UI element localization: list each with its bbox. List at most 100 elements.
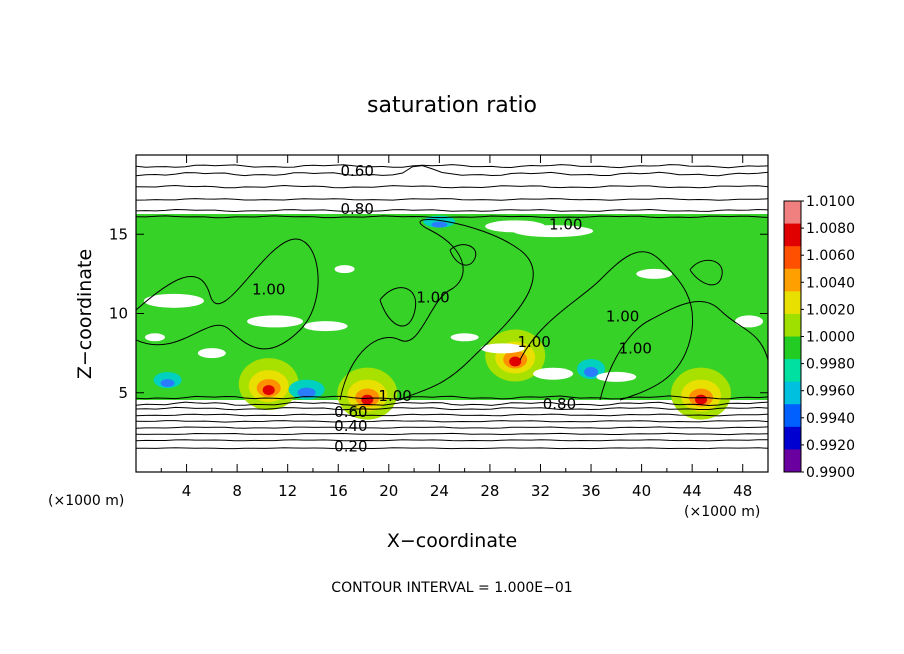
- contour-line: [136, 395, 768, 400]
- colorbar-label: 1.0080: [806, 221, 855, 237]
- contour-line: [136, 439, 768, 442]
- unsaturated-region: [636, 268, 673, 279]
- cool-patch: [160, 379, 175, 388]
- x-tick-label: 28: [480, 482, 499, 500]
- x-tick-label: 44: [683, 482, 702, 500]
- contour-line: [599, 300, 768, 401]
- unsaturated-region: [513, 225, 594, 238]
- colorbar-label: 0.9920: [806, 438, 855, 454]
- contour-line: [379, 287, 417, 327]
- colorbar-label: 0.9980: [806, 357, 855, 373]
- contour-line: [136, 406, 768, 411]
- contour-line: [449, 244, 477, 266]
- unsaturated-region: [596, 371, 637, 382]
- contour-label: 1.00: [252, 281, 285, 299]
- chart-title: saturation ratio: [367, 93, 537, 118]
- colorbar-swatch: [784, 201, 801, 225]
- unsaturated-region: [480, 343, 525, 354]
- contour-labels: 0.60 0.80 1.00 1.00 1.00 1.00 1.00 1.00 1.00 0.80…: [252, 162, 652, 456]
- colorbar-label: 0.9960: [806, 384, 855, 400]
- cool-patch: [297, 387, 316, 398]
- contour-line: [136, 413, 768, 417]
- colorbar: 1.0100 1.0080 1.0060 1.0040 1.0020 1.0000 0.99…: [783, 194, 855, 481]
- contour-line: [136, 401, 768, 407]
- unsaturated-region: [533, 367, 574, 380]
- colorbar-label: 1.0000: [806, 330, 855, 346]
- warm-patch: [695, 394, 708, 405]
- contour-line: [136, 164, 768, 169]
- colorbar-label: 0.9940: [806, 411, 855, 427]
- y-tick-label: 10: [109, 305, 128, 323]
- contour-line: [136, 426, 768, 429]
- colorbar-swatch: [784, 449, 801, 473]
- x-tick-label: 48: [733, 482, 752, 500]
- x-tick-label: 24: [430, 482, 449, 500]
- contour-label: 0.60: [334, 403, 367, 421]
- contour-label: 1.00: [606, 308, 639, 326]
- colorbar-swatch: [784, 246, 801, 270]
- unsaturated-region: [247, 315, 304, 328]
- y-axis-label: Z−coordinate: [74, 249, 96, 379]
- x-tick-label: 16: [329, 482, 348, 500]
- cool-patch: [584, 366, 599, 377]
- unsaturated-region: [334, 265, 355, 274]
- x-unit-right: (×1000 m): [684, 504, 760, 520]
- colorbar-swatch: [784, 336, 801, 360]
- colorbar-label: 1.0040: [806, 275, 855, 291]
- x-tick-label: 36: [581, 482, 600, 500]
- unsaturated-region: [144, 333, 165, 342]
- contour-label: 1.00: [619, 339, 652, 357]
- warm-patch: [361, 394, 374, 405]
- contour-line: [136, 215, 768, 219]
- colorbar-label: 1.0020: [806, 302, 855, 318]
- unsaturated-region: [143, 293, 204, 308]
- colorbar-swatch: [784, 268, 801, 292]
- contour-line: [136, 198, 768, 201]
- y-tick-label: 15: [109, 225, 128, 243]
- contour-line: [136, 184, 768, 189]
- x-tick-label: 12: [278, 482, 297, 500]
- colorbar-swatch: [784, 404, 801, 428]
- unsaturated-region: [450, 333, 479, 342]
- x-tick-label: 40: [632, 482, 651, 500]
- contour-label: 1.00: [549, 216, 582, 234]
- colorbar-swatch: [784, 291, 801, 315]
- x-axis-label: X−coordinate: [387, 530, 517, 552]
- contour-line: [519, 251, 694, 401]
- x-tick-label: 32: [531, 482, 550, 500]
- contour-label: 0.40: [334, 417, 367, 435]
- contour-label: 1.00: [378, 387, 411, 405]
- contour-label: 1.00: [517, 333, 550, 351]
- contour-interval-note: CONTOUR INTERVAL = 1.000E−01: [331, 580, 572, 596]
- contour-label: 0.60: [340, 162, 373, 180]
- contour-line: [136, 238, 319, 350]
- colorbar-label: 0.9900: [806, 465, 855, 481]
- contour-label: 0.80: [340, 200, 373, 218]
- warm-patch: [262, 385, 275, 396]
- colorbar-swatch: [784, 359, 801, 383]
- contour-line: [136, 420, 768, 423]
- contour-line: [339, 219, 534, 401]
- contour-line: [136, 165, 768, 177]
- y-axis: 5 10 15: [109, 225, 768, 402]
- warm-patch: [509, 356, 522, 367]
- contour-line: [136, 208, 768, 213]
- cool-patch: [431, 221, 448, 228]
- contour-label: 0.80: [543, 395, 576, 413]
- x-axis: 4 8 12 16 20 24 28 32 36 40 44 48: [160, 155, 752, 500]
- unsaturated-region: [735, 315, 764, 328]
- colorbar-swatch: [784, 223, 801, 247]
- contour-line: [136, 432, 768, 436]
- colorbar-swatch: [784, 381, 801, 405]
- x-tick-label: 8: [232, 482, 242, 500]
- contour-label: 0.20: [334, 438, 367, 456]
- contour-lines: [136, 164, 768, 450]
- colorbar-label: 1.0100: [806, 194, 855, 210]
- colorbar-swatch: [784, 426, 801, 450]
- contour-line: [689, 260, 723, 286]
- unsaturated-region: [303, 321, 348, 332]
- colorbar-swatch: [784, 313, 801, 337]
- x-tick-label: 20: [379, 482, 398, 500]
- x-tick-label: 4: [182, 482, 192, 500]
